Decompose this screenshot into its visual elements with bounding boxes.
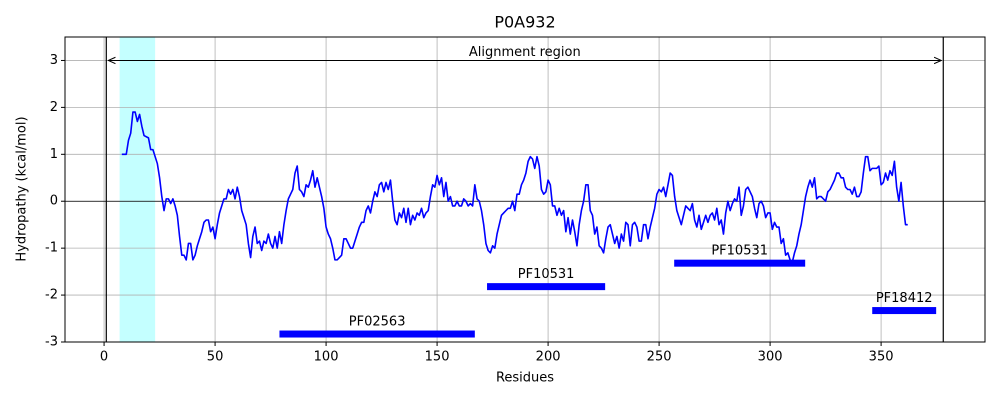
annotation: Alignment region — [469, 45, 581, 60]
y-tick-label: 1 — [50, 147, 58, 162]
x-tick-label: 350 — [869, 350, 894, 365]
x-tick-label: 250 — [647, 350, 672, 365]
x-axis-label: Residues — [496, 371, 554, 386]
domain-bar — [487, 283, 606, 291]
x-tick-label: 150 — [425, 350, 450, 365]
plot-frame — [64, 36, 986, 343]
domain-label: PF02563 — [349, 315, 406, 330]
highlight-region — [119, 37, 156, 342]
domain-bar — [279, 330, 475, 338]
domain-label: PF18412 — [876, 291, 933, 306]
y-tick-label: 2 — [50, 100, 58, 115]
x-tick-label: 50 — [207, 350, 224, 365]
domain-label: PF10531 — [518, 267, 575, 282]
hydropathy-line — [121, 111, 908, 264]
chart-title: P0A932 — [494, 13, 555, 32]
x-tick-label: 300 — [758, 350, 783, 365]
y-tick-label: -2 — [45, 288, 58, 303]
y-tick-label: -3 — [45, 335, 58, 350]
domain-bar — [872, 307, 937, 315]
domain-bar — [674, 259, 806, 267]
x-tick-label: 100 — [314, 350, 339, 365]
domain-label: PF10531 — [711, 244, 768, 259]
x-tick-label: 200 — [536, 350, 561, 365]
y-axis-label: Hydropathy (kcal/mol) — [15, 116, 30, 261]
y-tick-label: -1 — [45, 241, 58, 256]
x-tick-label: 0 — [100, 350, 108, 365]
y-tick-label: 0 — [50, 194, 58, 209]
y-tick-label: 3 — [50, 53, 58, 68]
